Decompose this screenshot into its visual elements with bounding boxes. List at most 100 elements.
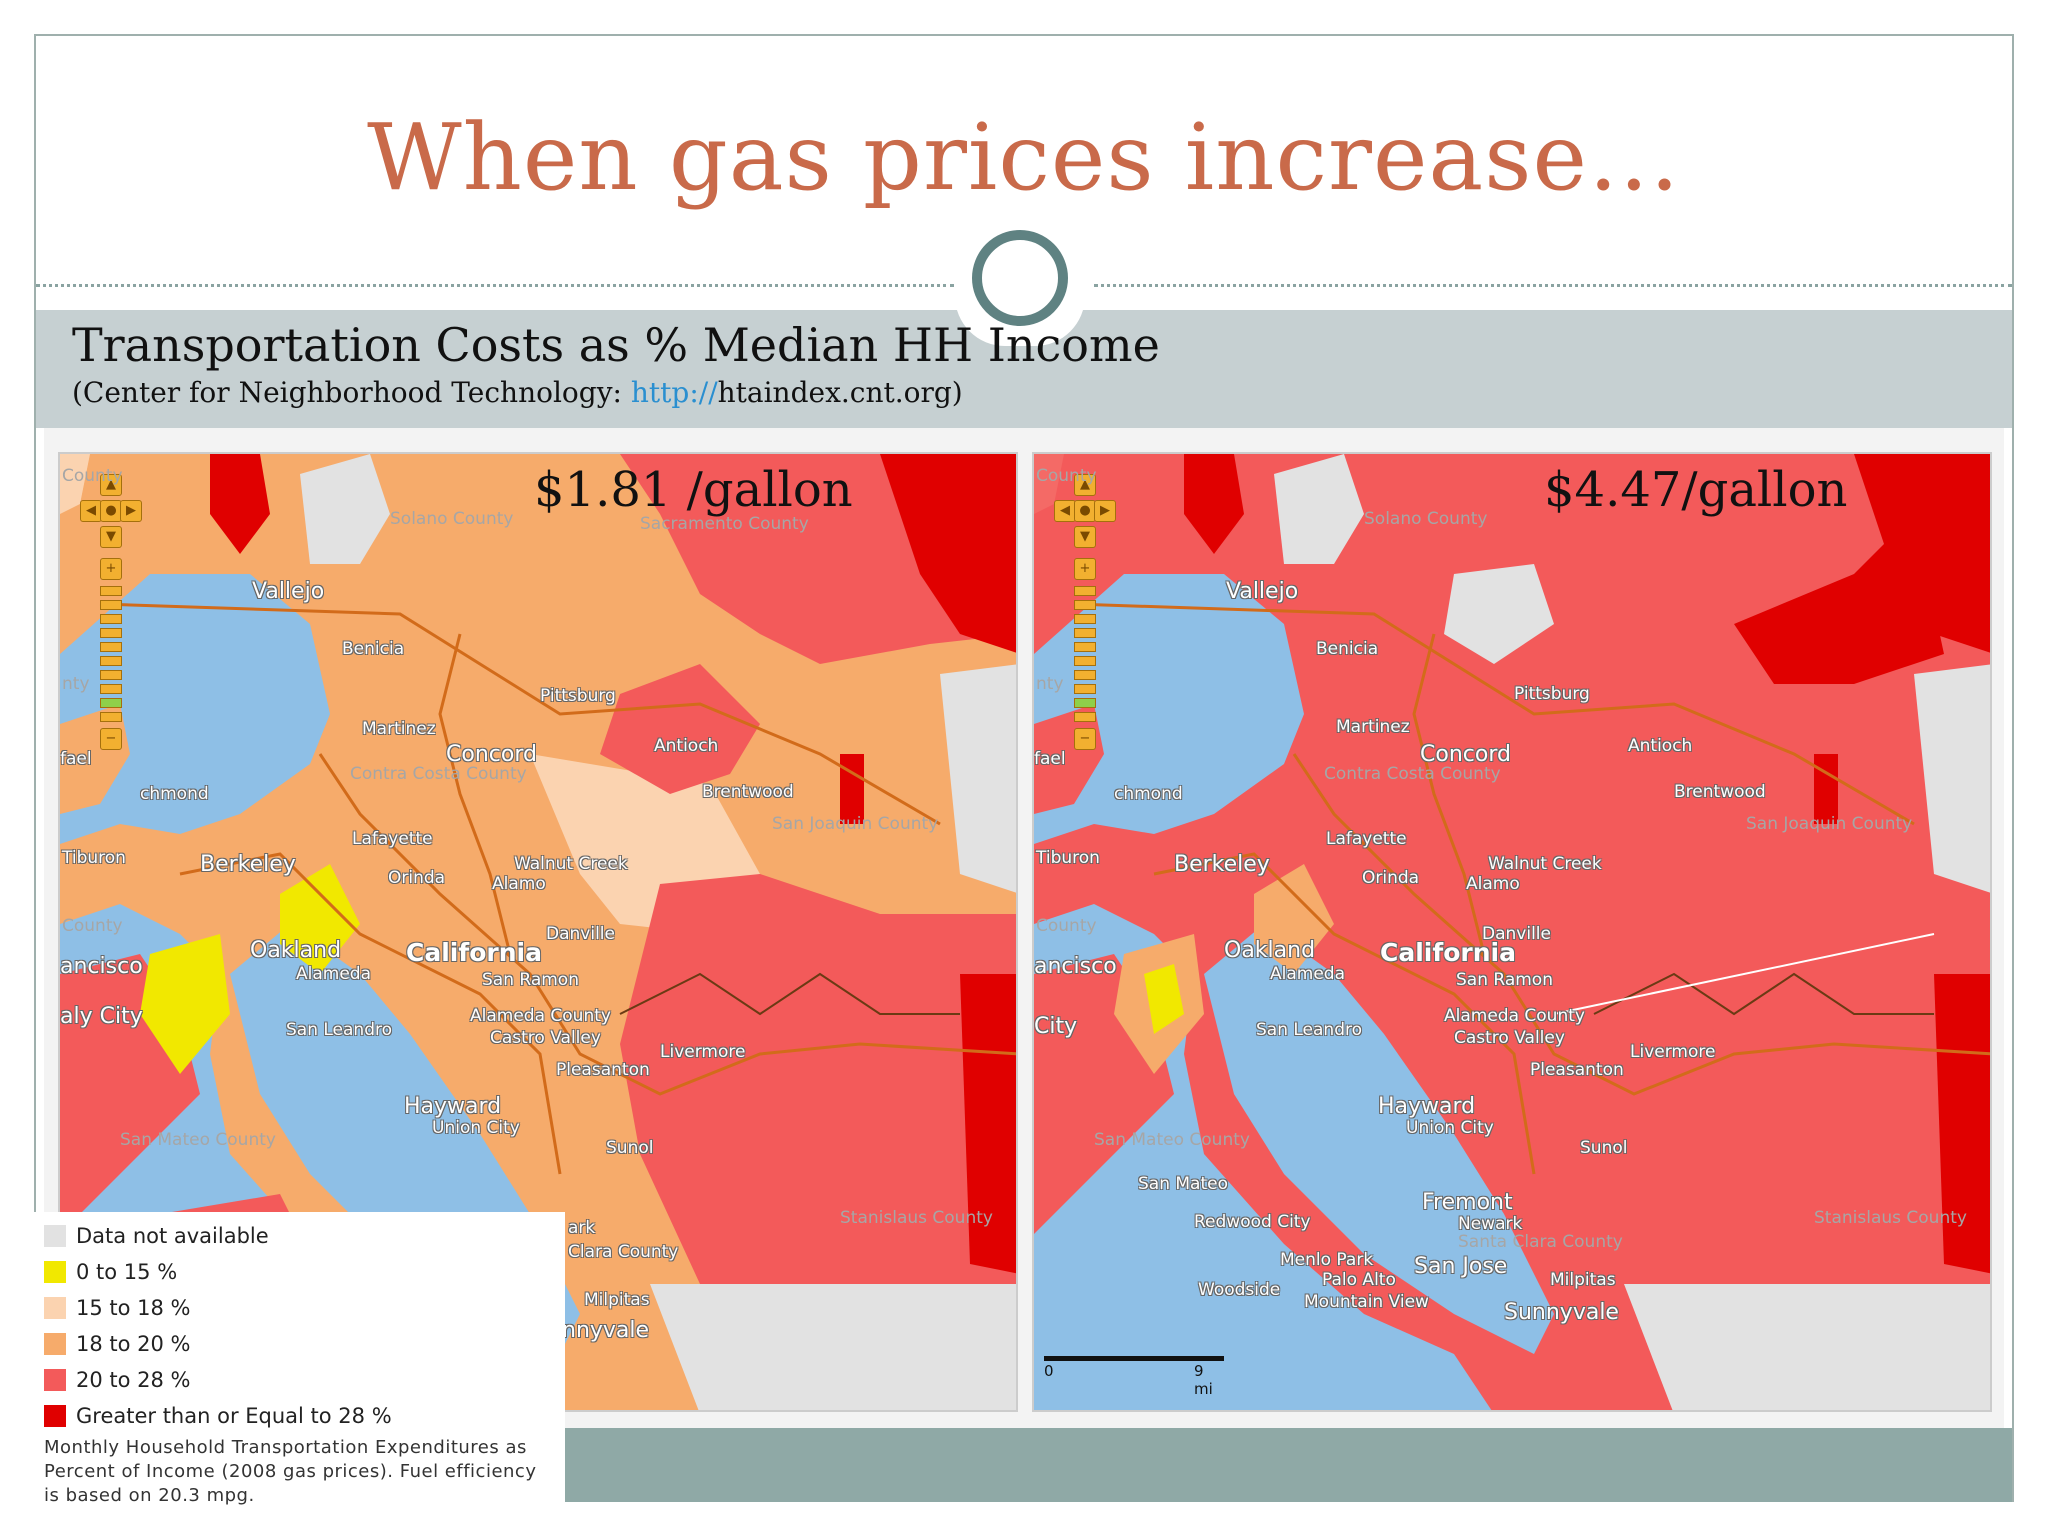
place-label: Solano County	[1364, 509, 1488, 529]
zoom-step[interactable]	[1074, 614, 1096, 624]
source-prefix: (Center for Neighborhood Technology:	[72, 376, 631, 409]
zoom-out-icon[interactable]: −	[1074, 728, 1096, 750]
scale-end-label: 9 mi	[1194, 1362, 1213, 1398]
scale-start-label: 0	[1044, 1362, 1054, 1380]
zoom-step[interactable]	[1074, 628, 1096, 638]
pan-down-icon[interactable]: ▼	[1074, 526, 1096, 548]
place-label: California	[406, 938, 542, 967]
place-label: San Mateo	[1138, 1174, 1228, 1194]
highway-north	[1073, 602, 1915, 826]
zoom-step[interactable]	[1074, 684, 1096, 694]
place-label: Orinda	[388, 868, 446, 888]
zoom-step[interactable]	[1074, 670, 1096, 680]
place-label: Hayward	[1378, 1094, 1476, 1119]
pan-right-icon[interactable]: ▶	[1094, 500, 1116, 522]
data-not-available-east	[940, 664, 1016, 893]
place-label: San Ramon	[1456, 970, 1553, 990]
place-label: Walnut Creek	[1488, 854, 1602, 874]
price-label: $4.47/gallon	[1544, 462, 1848, 518]
place-label: Danville	[1482, 924, 1551, 944]
place-label: Union City	[1406, 1118, 1494, 1138]
map-legend: Data not available 0 to 15 % 15 to 18 % …	[0, 1212, 565, 1510]
place-label: Alameda County	[1444, 1006, 1585, 1026]
sf-core	[1144, 964, 1184, 1034]
zoom-in-icon[interactable]: +	[1074, 558, 1096, 580]
place-label: Stanislaus County	[1814, 1208, 1967, 1228]
place-label: Vallejo	[1226, 579, 1299, 604]
place-label: Walnut Creek	[514, 854, 628, 874]
place-label: San Mateo County	[120, 1130, 276, 1150]
place-label: County	[1036, 466, 1097, 486]
place-label: San Jose	[1414, 1254, 1508, 1279]
zoom-step-current[interactable]	[1074, 698, 1096, 708]
pan-right-icon[interactable]: ▶	[120, 500, 142, 522]
place-label: Vallejo	[252, 579, 325, 604]
place-label: Brentwood	[702, 782, 794, 802]
place-label: San Joaquin County	[1746, 814, 1913, 834]
pan-left-icon[interactable]: ◀	[1054, 500, 1076, 522]
pan-down-icon[interactable]: ▼	[100, 526, 122, 548]
place-label: Antioch	[1628, 736, 1693, 756]
zoom-step[interactable]	[100, 712, 122, 722]
county-line	[619, 972, 960, 1016]
zoom-step[interactable]	[100, 684, 122, 694]
place-label: Tiburon	[1036, 848, 1100, 868]
place-label: fael	[1034, 749, 1066, 769]
legend-label: 15 to 18 %	[76, 1296, 191, 1320]
pan-left-icon[interactable]: ◀	[80, 500, 102, 522]
data-not-available-north	[1274, 454, 1364, 564]
pan-center-icon[interactable]: ●	[1074, 500, 1096, 522]
place-label: California	[1380, 938, 1516, 967]
legend-item: 15 to 18 %	[44, 1294, 191, 1322]
place-label: Sunol	[606, 1138, 654, 1158]
place-label: Stanislaus County	[840, 1208, 993, 1228]
place-label: Woodside	[1198, 1280, 1281, 1300]
legend-item: 20 to 28 %	[44, 1366, 191, 1394]
zoom-step-current[interactable]	[100, 698, 122, 708]
place-label: aly City	[60, 1004, 143, 1029]
data-not-available-north	[300, 454, 390, 564]
source-link[interactable]: http://	[630, 376, 718, 409]
zoom-step[interactable]	[1074, 586, 1096, 596]
zoom-step[interactable]	[100, 656, 122, 666]
pan-up-icon[interactable]: ▲	[1074, 474, 1096, 496]
place-label: Tiburon	[62, 848, 126, 868]
highway-680	[1412, 633, 1486, 955]
place-label: nnyvale	[562, 1318, 650, 1343]
highway-880	[1153, 852, 1536, 1175]
zoom-in-icon[interactable]: +	[100, 558, 122, 580]
zoom-step[interactable]	[100, 642, 122, 652]
place-label: ark	[568, 1218, 596, 1238]
data-not-available-south	[1624, 1284, 1990, 1410]
place-label: Newark	[1458, 1214, 1523, 1234]
oakland-core	[1254, 864, 1334, 974]
data-not-available-south	[650, 1284, 1016, 1410]
zoom-step[interactable]	[100, 600, 122, 610]
san-francisco-bay	[1204, 924, 1554, 1354]
map-canvas[interactable]	[1034, 454, 1992, 1412]
place-label: Concord	[1420, 742, 1511, 767]
zoom-step[interactable]	[1074, 600, 1096, 610]
legend-swatch	[44, 1297, 66, 1319]
place-label: Alameda	[296, 964, 371, 984]
pan-center-icon[interactable]: ●	[100, 500, 122, 522]
pan-up-icon[interactable]: ▲	[100, 474, 122, 496]
zoom-step[interactable]	[100, 670, 122, 680]
very-high-cost-block	[840, 754, 864, 824]
place-label: Antioch	[654, 736, 719, 756]
zoom-step[interactable]	[100, 586, 122, 596]
zoom-step[interactable]	[1074, 656, 1096, 666]
zoom-step[interactable]	[1074, 712, 1096, 722]
zoom-step[interactable]	[100, 614, 122, 624]
place-label: Lafayette	[352, 829, 433, 849]
high-cost-zone-e	[600, 664, 760, 794]
map-high-gas-price[interactable]: ▲ ◀ ● ▶ ▼ + − $4.47/gallon Solano County…	[1032, 452, 1992, 1412]
zoom-step[interactable]	[1074, 642, 1096, 652]
zoom-step[interactable]	[100, 628, 122, 638]
place-label: Pleasanton	[1530, 1060, 1624, 1080]
very-high-cost-zone-ne	[880, 454, 1016, 653]
place-label: Santa Clara County	[1458, 1232, 1623, 1252]
place-label: ancisco	[60, 954, 143, 979]
zoom-out-icon[interactable]: −	[100, 728, 122, 750]
place-label: Clara County	[568, 1242, 679, 1262]
